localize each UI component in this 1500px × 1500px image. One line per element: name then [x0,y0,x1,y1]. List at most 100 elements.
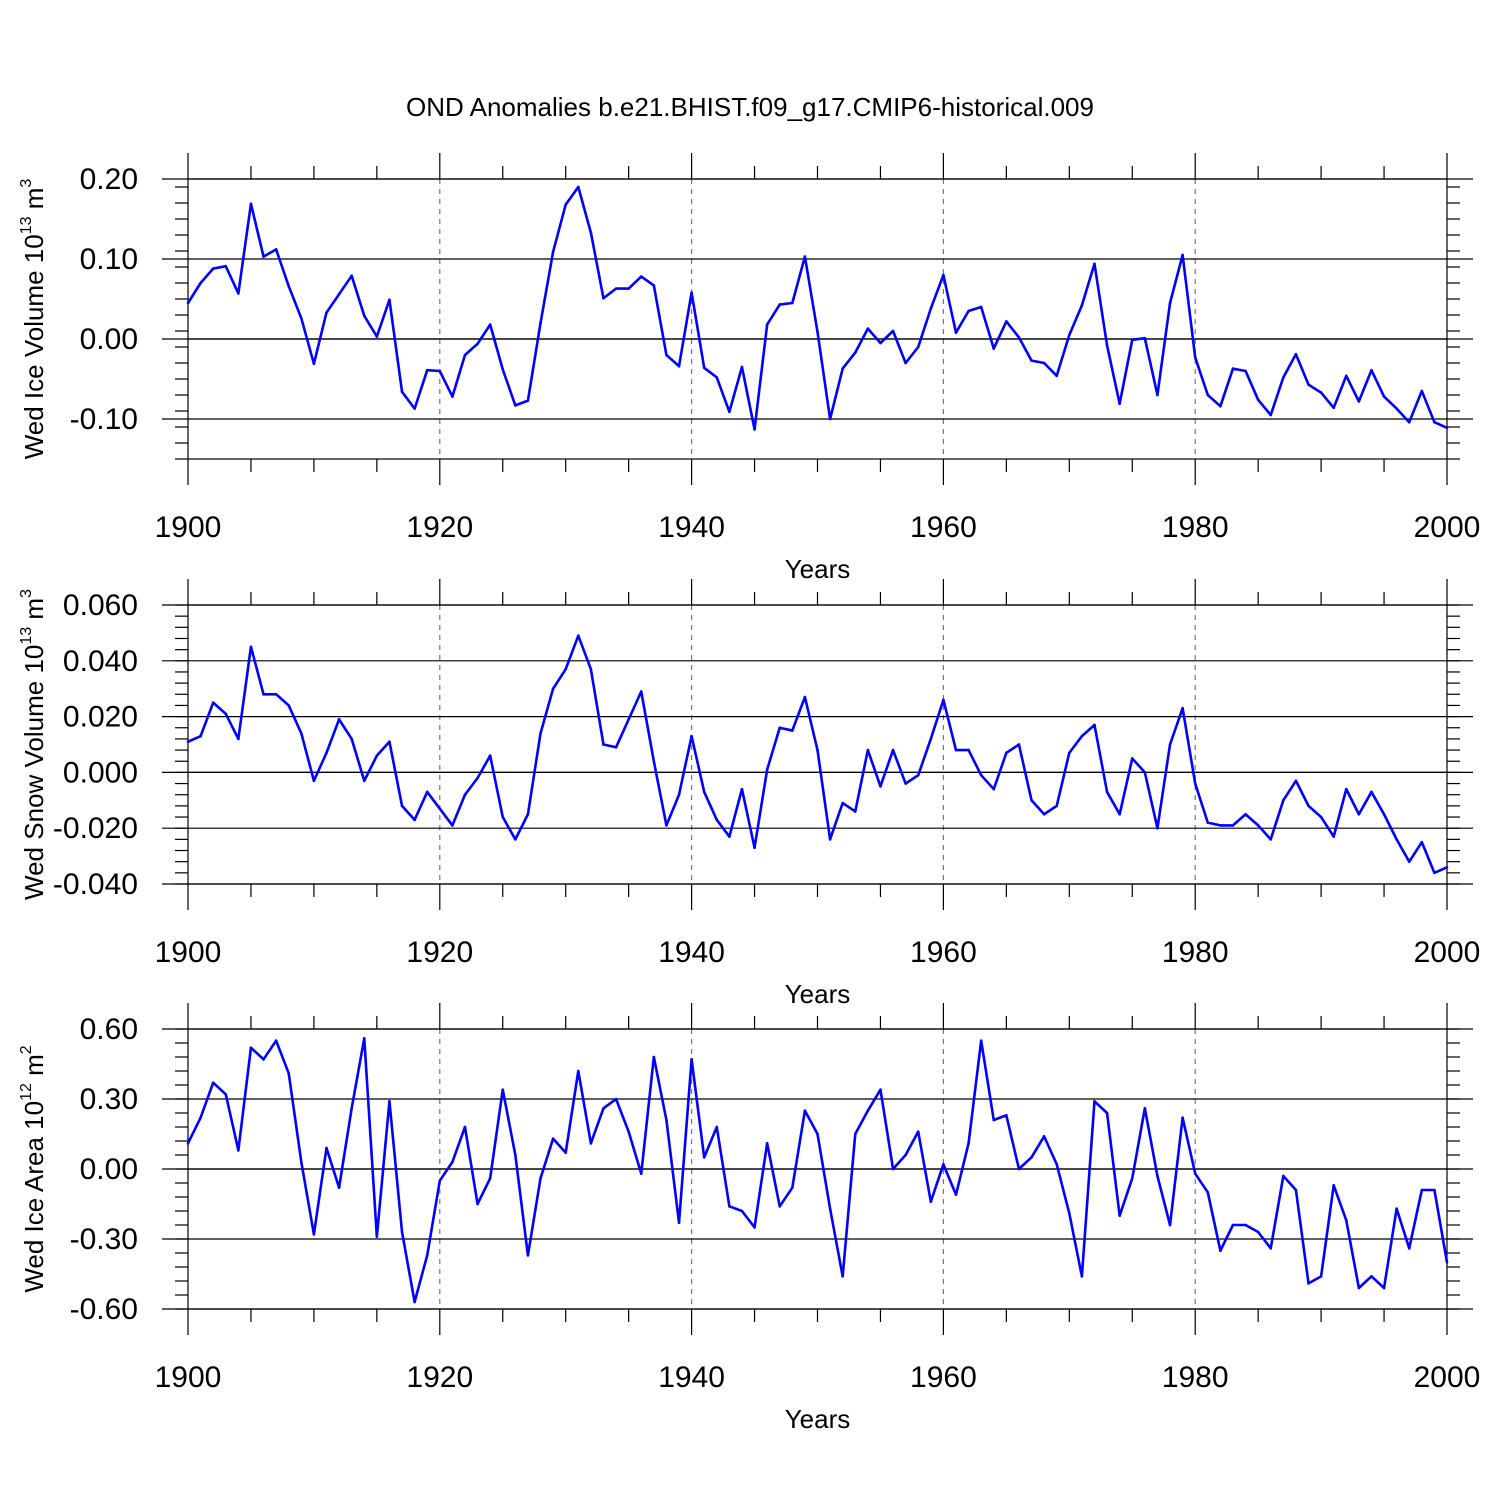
y-tick-label: 0.00 [80,323,138,356]
data-point [1130,1177,1134,1180]
x-tick-label: 1900 [155,511,222,544]
data-point [1231,367,1235,370]
data-point [388,298,391,302]
data-point [879,341,882,345]
x-tick-label: 1900 [155,936,222,969]
data-point [325,751,328,755]
data-point [791,729,794,732]
data-point [1206,821,1210,824]
data-point [237,1149,240,1152]
data-point [1193,1172,1197,1175]
data-point [526,399,530,402]
data-point [1156,393,1159,397]
data-point [425,790,429,794]
data-point [274,1039,278,1042]
y-tick-label: -0.040 [53,868,138,901]
x-tick-label: 1980 [1162,511,1229,544]
data-point [853,1132,857,1136]
y-axis-title-unit: m [19,598,49,627]
data-point [249,645,253,649]
data-point [1231,824,1235,827]
data-point [1382,395,1386,398]
data-point [488,1177,492,1180]
y-tick-label: -0.30 [70,1223,138,1256]
y-tick-label: 0.020 [63,701,138,734]
data-point [476,776,479,780]
data-point [589,667,593,671]
data-point [992,1118,996,1122]
data-point [740,1209,744,1213]
data-point [803,695,807,699]
data-point [400,804,404,808]
x-tick-label: 1940 [658,511,725,544]
data-point [186,301,190,305]
data-point [362,1037,366,1040]
data-point [715,1125,719,1129]
data-point [652,1055,656,1059]
data-point [841,1275,844,1278]
data-point [753,428,756,431]
data-point [274,692,278,696]
data-point [362,779,366,783]
data-point [325,311,328,314]
data-point [803,255,807,258]
data-point [551,687,555,690]
x-tick-label: 1920 [406,511,473,544]
data-point [224,264,228,268]
data-point [199,734,202,738]
data-point [1030,1156,1033,1159]
y-tick-label: -0.10 [70,403,138,436]
data-point [1030,799,1033,802]
data-point [325,1146,328,1150]
data-point [778,1205,782,1208]
y-axis-title-exponent: 12 [18,1083,35,1101]
data-point [1080,734,1084,738]
data-point [539,321,542,325]
x-axis-title: Years [785,1404,851,1434]
data-point [337,292,341,296]
data-point [438,1179,442,1182]
x-tick-label: 2000 [1414,511,1481,544]
data-point [1168,301,1172,305]
data-point [791,301,794,305]
data-point [1357,1286,1361,1290]
data-point [413,407,416,410]
data-point [1080,1275,1084,1278]
data-point [1017,336,1021,339]
data-point [904,782,907,785]
data-point [1332,406,1335,410]
data-point [1370,1275,1373,1278]
data-point [1307,1282,1310,1285]
data-point [929,307,933,310]
data-point [765,768,769,771]
y-tick-label: 0.000 [63,756,138,789]
data-point [853,351,857,354]
data-point [891,1167,895,1171]
data-point [186,740,190,744]
data-point [1068,751,1071,755]
data-point [1420,1188,1424,1192]
data-point [488,754,492,757]
data-point [501,1088,505,1091]
data-point [954,331,958,334]
data-point [677,364,681,368]
data-point [765,323,769,326]
data-point [199,1116,202,1119]
data-point [1294,352,1298,356]
data-point [1395,407,1398,410]
data-point [891,748,895,752]
data-point [1256,824,1260,827]
data-point [224,1093,228,1096]
data-point [262,1058,265,1061]
data-point [979,305,983,309]
data-point [1307,804,1310,808]
data-point [866,748,870,752]
data-point [715,376,719,379]
data-point [564,1151,567,1154]
data-point [539,732,542,735]
data-point [337,718,341,721]
data-point [979,773,983,777]
data-point [237,737,240,741]
data-point [400,1230,404,1234]
data-point [451,395,454,398]
